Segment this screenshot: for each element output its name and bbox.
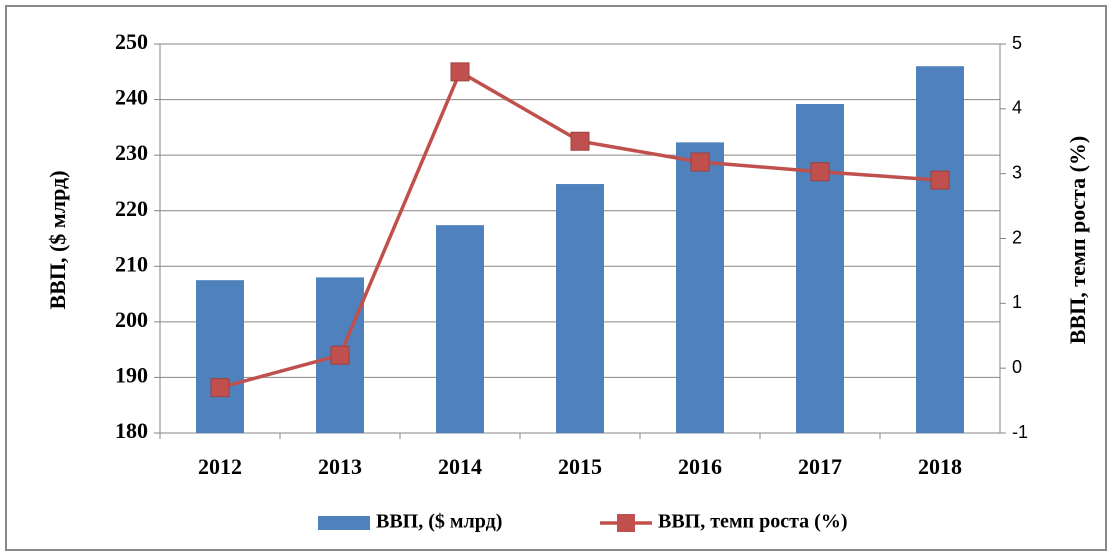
marker [930, 170, 950, 190]
y-tick-label: 180 [115, 418, 148, 443]
marker [690, 152, 710, 172]
marker [210, 378, 230, 398]
y2-tick-label: 0 [1012, 357, 1022, 377]
y2-tick-label: 4 [1012, 98, 1022, 118]
x-tick-label: 2018 [918, 454, 962, 479]
y-tick-label: 200 [115, 307, 148, 332]
legend-label: ВВП, ($ млрд) [376, 511, 502, 533]
y-tick-label: 190 [115, 362, 148, 387]
y2-tick-label: 2 [1012, 227, 1022, 247]
legend-swatch [318, 516, 370, 530]
bar [676, 142, 724, 433]
x-tick-label: 2016 [678, 454, 722, 479]
x-tick-label: 2013 [318, 454, 362, 479]
bar [436, 225, 484, 433]
x-tick-label: 2015 [558, 454, 602, 479]
y-tick-label: 220 [115, 196, 148, 221]
y2-tick-label: 3 [1012, 162, 1022, 182]
bar [916, 66, 964, 433]
bar [556, 184, 604, 433]
legend-swatch [617, 514, 635, 532]
bar [796, 104, 844, 433]
marker [330, 345, 350, 365]
marker [810, 162, 830, 182]
legend-label: ВВП, темп роста (%) [658, 511, 847, 533]
y-tick-label: 210 [115, 251, 148, 276]
x-tick-label: 2014 [438, 454, 482, 479]
x-tick-label: 2017 [798, 454, 842, 479]
y-tick-label: 250 [115, 29, 148, 54]
marker [450, 62, 470, 82]
y-tick-label: 240 [115, 85, 148, 110]
y2-axis-label: ВВП, темп роста (%) [1065, 136, 1090, 344]
y2-tick-label: 5 [1012, 33, 1022, 53]
y2-tick-label: 1 [1012, 292, 1022, 312]
marker [570, 131, 590, 151]
bar [196, 280, 244, 433]
y-axis-label: ВВП, ($ млрд) [45, 170, 70, 309]
y-tick-label: 230 [115, 140, 148, 165]
x-tick-label: 2012 [198, 454, 242, 479]
y2-tick-label: -1 [1012, 422, 1028, 442]
